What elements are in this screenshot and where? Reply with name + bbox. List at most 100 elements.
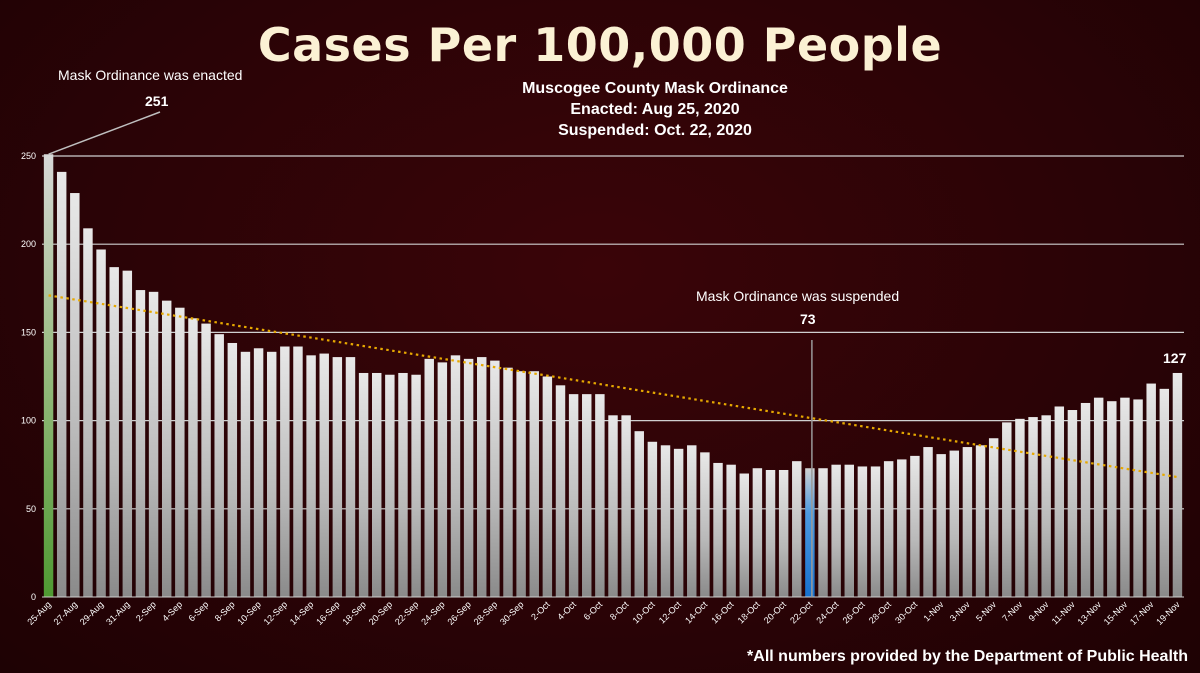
bar [398, 372, 408, 597]
bar [148, 291, 159, 597]
bar [411, 374, 421, 597]
bar [450, 355, 461, 597]
x-tick-label: 28-Sep [472, 599, 500, 627]
suspended-annotation-label: Mask Ordinance was suspended [696, 288, 900, 304]
bar [1028, 417, 1038, 597]
subtitle-line-3: Suspended: Oct. 22, 2020 [558, 122, 752, 139]
x-tick-label: 2-Oct [529, 599, 552, 622]
subtitle-line-1: Muscogee County Mask Ordinance [522, 80, 788, 97]
bar [345, 357, 356, 597]
bar [306, 355, 316, 597]
bar [555, 385, 566, 597]
x-tick-label: 10-Sep [235, 599, 263, 627]
bar [96, 249, 106, 597]
bar [988, 438, 999, 597]
x-tick-label: 8-Oct [608, 599, 631, 622]
enacted-annotation-value: 251 [145, 93, 169, 109]
x-tick-label: 13-Nov [1076, 599, 1104, 627]
bar [923, 447, 933, 597]
bar [70, 193, 80, 597]
bar [293, 346, 303, 597]
bar [529, 371, 539, 597]
bar [778, 469, 789, 597]
bar [608, 415, 618, 597]
bar [568, 394, 579, 597]
bar [1080, 402, 1091, 597]
x-tick-label: 4-Oct [555, 599, 578, 622]
bar [752, 468, 763, 597]
bar [910, 455, 920, 597]
bar [975, 445, 986, 597]
bar [634, 431, 644, 597]
bar [122, 270, 133, 597]
x-tick-label: 30-Oct [893, 599, 920, 626]
x-tick-label: 9-Nov [1027, 599, 1051, 623]
bar [870, 466, 881, 597]
bar [253, 348, 264, 597]
bar [135, 290, 146, 597]
y-tick-label: 0 [31, 592, 36, 602]
bar [358, 372, 369, 597]
trendline [48, 294, 1178, 479]
bar [266, 351, 277, 597]
x-tick-label: 18-Oct [736, 599, 763, 626]
bar [227, 342, 238, 597]
x-tick-label: 4-Sep [160, 599, 184, 623]
bar [883, 461, 894, 597]
x-tick-label: 2-Sep [134, 599, 158, 623]
bar [726, 464, 736, 597]
bar [660, 445, 671, 597]
suspended-annotation-value: 73 [800, 311, 816, 327]
x-tick-label: 27-Aug [52, 599, 80, 627]
bar [1054, 406, 1065, 597]
bar [56, 171, 67, 597]
bar [713, 462, 723, 597]
bar [765, 469, 776, 597]
bar [463, 358, 474, 597]
bar [687, 445, 697, 597]
x-tick-label: 12-Sep [262, 599, 290, 627]
bar [43, 154, 54, 597]
y-tick-label: 150 [21, 327, 36, 337]
x-tick-label: 14-Oct [683, 599, 710, 626]
x-tick-label: 22-Sep [393, 599, 421, 627]
x-tick-label: 6-Oct [582, 599, 605, 622]
bar [437, 362, 448, 597]
bar [897, 459, 907, 597]
bar [805, 468, 815, 597]
bar [280, 346, 290, 597]
bar [949, 450, 960, 597]
enacted-annotation-label: Mask Ordinance was enacted [58, 67, 243, 83]
x-tick-label: 10-Oct [631, 599, 658, 626]
bar [1041, 415, 1051, 597]
x-tick-label: 15-Nov [1102, 599, 1130, 627]
x-tick-label: 26-Oct [841, 599, 868, 626]
bar [700, 452, 710, 597]
x-tick-label: 19-Nov [1154, 599, 1182, 627]
bar [1067, 410, 1078, 597]
y-tick-label: 50 [26, 504, 36, 514]
bar [332, 357, 343, 597]
bar [1107, 401, 1117, 597]
bar [739, 473, 749, 597]
last-value-label: 127 [1163, 350, 1187, 366]
bar [240, 351, 251, 597]
x-tick-label: 28-Oct [867, 599, 894, 626]
bar [319, 353, 329, 597]
x-tick-label: 29-Aug [78, 599, 106, 627]
bar [490, 360, 500, 597]
x-tick-label: 31-Aug [104, 599, 132, 627]
bar [1002, 422, 1012, 597]
x-tick-label: 8-Sep [213, 599, 237, 623]
bar [516, 371, 526, 597]
x-tick-label: 30-Sep [498, 599, 526, 627]
bar [83, 228, 93, 597]
x-tick-label: 11-Nov [1050, 599, 1077, 626]
enacted-leader-line [48, 111, 161, 155]
footnote: *All numbers provided by the Department … [747, 648, 1188, 665]
x-tick-label: 12-Oct [657, 599, 684, 626]
bar [1146, 383, 1156, 597]
bar [595, 394, 605, 597]
x-tick-label: 16-Sep [314, 599, 342, 627]
bar [371, 372, 382, 597]
